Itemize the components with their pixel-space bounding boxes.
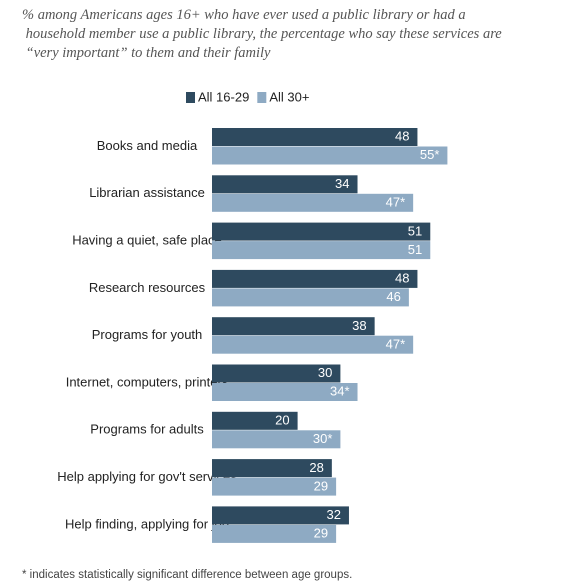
category-label: Help finding, applying for job [65,516,229,531]
value-label: 28 [309,460,323,475]
legend-label: All 16-29 [198,89,249,104]
legend-label: All 30+ [269,89,309,104]
bar [212,335,414,354]
value-label: 51 [408,242,422,257]
bar [212,222,431,241]
bar [212,146,448,165]
value-label: 51 [408,223,422,238]
value-label: 46 [386,289,400,304]
category-label: Help applying for gov't services [57,469,237,484]
bar [212,477,337,496]
value-label: 48 [395,271,409,286]
bar [212,288,409,307]
category-label: Librarian assistance [89,185,205,200]
category-label: Internet, computers, printers [66,374,229,389]
bar [212,317,375,336]
legend-swatch [257,92,267,103]
category-label: Programs for adults [90,422,204,437]
value-label: 55* [420,147,440,162]
subtitle: % among Americans ages 16+ who have ever… [22,7,502,61]
value-label: 30 [318,365,332,380]
value-label: 29 [314,526,328,541]
value-label: 48 [395,129,409,144]
category-label: Programs for youth [92,327,203,342]
value-label: 38 [352,318,366,333]
category-label: Having a quiet, safe place [72,233,222,248]
value-label: 34 [335,176,349,191]
bar [212,364,341,383]
bar [212,241,431,260]
bar [212,175,358,194]
value-label: 47* [386,194,406,209]
value-label: 30* [313,431,333,446]
bar [212,524,337,543]
category-label: Research resources [89,280,206,295]
bar [212,411,298,430]
footnote: * indicates statistically significant di… [22,569,352,581]
value-label: 29 [314,478,328,493]
bar [212,383,358,401]
value-label: 20 [275,412,289,427]
bar [212,193,414,212]
value-label: 34* [330,384,350,399]
category-label: Books and media [97,138,198,153]
value-label: 47* [386,336,406,351]
legend-swatch [186,92,195,103]
bar [212,128,418,146]
bar [212,506,349,525]
bar [212,459,332,478]
bar [212,430,341,449]
bar [212,269,418,288]
value-label: 32 [326,507,340,522]
